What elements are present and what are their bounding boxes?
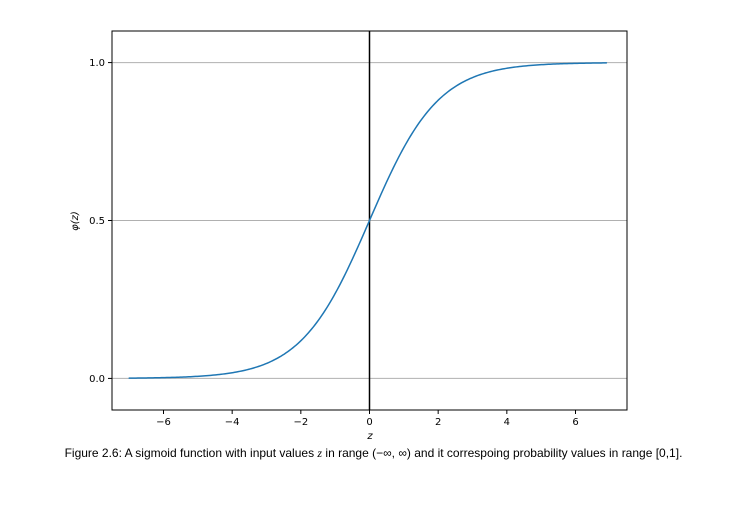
x-axis-label: z — [366, 431, 373, 442]
x-tick-label: 6 — [572, 417, 578, 428]
sigmoid-series-line — [128, 62, 608, 379]
figure-caption: Figure 2.6: A sigmoid function with inpu… — [0, 446, 747, 461]
x-tick-label: −4 — [225, 417, 240, 428]
y-axis-label: φ(z) — [70, 211, 81, 231]
x-tick-label: 0 — [366, 417, 372, 428]
caption-text-middle: in range ( — [322, 446, 377, 460]
caption-range: −∞, ∞ — [376, 446, 407, 460]
caption-text-before: A sigmoid function with input values — [121, 446, 318, 460]
caption-variable: z — [317, 446, 323, 460]
y-ticks-layer: 0.0 0.5 1.0 — [89, 58, 112, 385]
y-tick-label: 0.5 — [89, 216, 105, 227]
y-tick-label: 1.0 — [89, 58, 105, 69]
series-layer — [128, 62, 608, 379]
x-tick-label: 2 — [435, 417, 441, 428]
x-tick-label: −6 — [156, 417, 171, 428]
caption-text-after: ) and it correspoing probability values … — [406, 446, 683, 460]
x-tick-label: −2 — [293, 417, 308, 428]
y-tick-label: 0.0 — [89, 374, 105, 385]
x-ticks-layer: −6 −4 −2 0 2 4 6 — [156, 410, 579, 428]
x-tick-label: 4 — [504, 417, 510, 428]
caption-figure-ref: Figure 2.6: — [64, 446, 122, 460]
